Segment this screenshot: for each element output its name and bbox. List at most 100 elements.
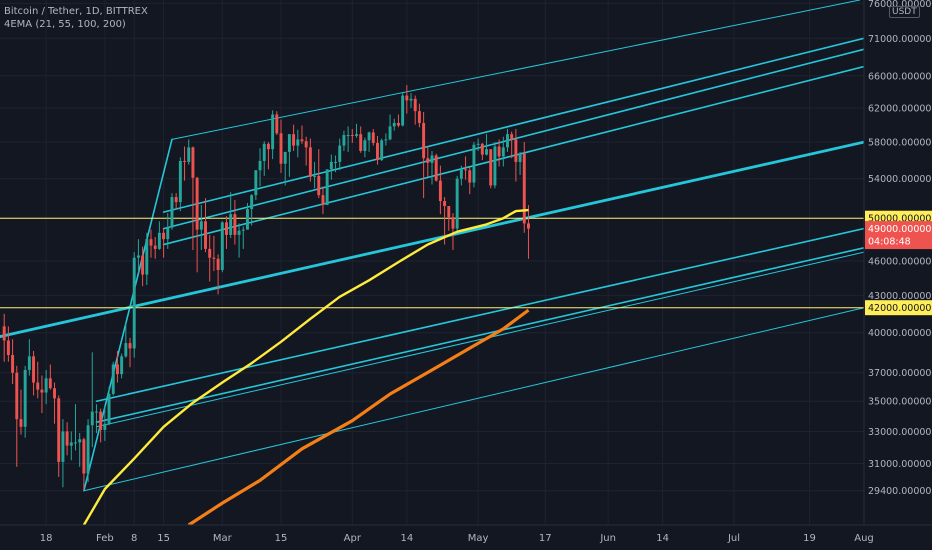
candle-body [392, 122, 396, 127]
trend-line [0, 140, 864, 338]
candle-body [57, 398, 61, 462]
candle-body [212, 257, 216, 259]
candle-body [115, 364, 119, 375]
candle-body [506, 134, 509, 148]
trend-line [83, 138, 173, 492]
level-50000-tag-label: 50000.00000 [868, 214, 931, 225]
candle-body [187, 147, 191, 162]
candle-body [149, 239, 153, 246]
candle-body [99, 411, 103, 430]
candle-body [23, 369, 27, 427]
chart-legend: Bitcoin / Tether, 1D, BITTREX 4EMA (21, … [4, 5, 148, 31]
level-42000-tag-box [865, 300, 932, 316]
candle-body [195, 177, 199, 230]
ema-lines [82, 208, 530, 527]
candle-body [199, 221, 203, 230]
ema-100-line [82, 208, 529, 526]
candle-body [472, 144, 476, 183]
candle-body [476, 143, 480, 145]
candle-body [174, 197, 178, 203]
price-axis-panel[interactable] [864, 0, 932, 525]
candle-body [6, 340, 10, 356]
candle-body [74, 442, 77, 444]
current-price-tag-label: 49000.00000 [868, 224, 931, 235]
candle-body [501, 147, 505, 157]
trend-line [162, 37, 864, 213]
time-tick-label: Jun [599, 533, 616, 544]
symbol-title[interactable]: Bitcoin / Tether, 1D, BITTREX [4, 6, 148, 17]
candle-body [455, 178, 459, 229]
price-axis-ticks: 29400.00000 31000.00000 33000.00000 35000.0… [868, 0, 931, 497]
current-price-tag-box [865, 221, 932, 250]
time-tick-label: Aug [854, 533, 874, 544]
candle-body [430, 155, 434, 163]
candle-body [145, 239, 149, 275]
candle-body [493, 146, 497, 186]
trend-line [83, 307, 864, 492]
candle-body [204, 221, 207, 249]
candle-body [287, 134, 291, 152]
candle-body [250, 195, 254, 210]
candle-body [19, 419, 23, 427]
candle-body [208, 248, 212, 258]
candle-body [262, 143, 266, 161]
price-tags: 50000.00000 42000.00000 49000.00000 04:08:4… [865, 210, 932, 316]
candle-body [380, 140, 384, 161]
candle-body [413, 98, 417, 112]
candle-body [27, 356, 31, 370]
price-tick-label: 37000.00000 [868, 368, 931, 379]
candle-body [426, 158, 430, 163]
time-tick-label: 17 [539, 533, 552, 544]
level-42000-tag-label: 42000.00000 [868, 303, 931, 314]
candle-body [334, 161, 338, 163]
candle-body [459, 169, 463, 179]
candle-body [241, 229, 245, 231]
candle-body [447, 206, 451, 218]
candle-body [300, 139, 304, 142]
indicator-label[interactable]: 4EMA (21, 55, 100, 200) [4, 19, 126, 30]
candle-body [48, 378, 52, 389]
candle-body [510, 134, 514, 140]
candle-body [69, 442, 73, 446]
candle-body [191, 147, 195, 178]
candle-body [170, 197, 174, 228]
candle-body [396, 122, 400, 126]
price-tick-label: 71000.00000 [868, 34, 931, 45]
time-tick-label: 15 [157, 533, 170, 544]
time-tick-label: 14 [656, 533, 669, 544]
candle-body [464, 169, 468, 171]
countdown-label: 04:08:48 [868, 237, 911, 248]
candle-body [90, 411, 94, 426]
horizontal-levels [0, 217, 864, 309]
price-tick-label: 33000.00000 [868, 427, 931, 438]
time-tick-label: May [468, 533, 489, 544]
candle-body [338, 145, 342, 162]
candle-body [376, 142, 379, 161]
time-tick-label: Jul [727, 533, 740, 544]
candle-body [485, 149, 488, 155]
time-tick-label: 18 [40, 533, 53, 544]
candle-body [157, 232, 161, 249]
candle-body [2, 326, 6, 341]
channel-lines [0, 0, 864, 492]
price-tick-label: 35000.00000 [868, 397, 931, 408]
candle-body [178, 160, 182, 203]
candle-body [451, 217, 455, 229]
candle-body [107, 393, 111, 424]
candlestick-series [2, 85, 530, 491]
ema-200-line [187, 308, 530, 527]
price-tick-label: 46000.00000 [868, 257, 931, 268]
candle-body [304, 141, 308, 148]
candle-body [401, 95, 405, 126]
candle-body [61, 431, 65, 462]
currency-badge[interactable]: USDT [889, 6, 920, 18]
candle-body [166, 227, 170, 240]
price-tick-label: 40000.00000 [868, 328, 931, 339]
time-axis-panel[interactable] [0, 525, 932, 550]
candle-body [233, 214, 237, 235]
candle-body [422, 122, 426, 159]
candle-body [518, 153, 522, 162]
candle-body [526, 223, 530, 229]
candle-body [266, 143, 270, 150]
